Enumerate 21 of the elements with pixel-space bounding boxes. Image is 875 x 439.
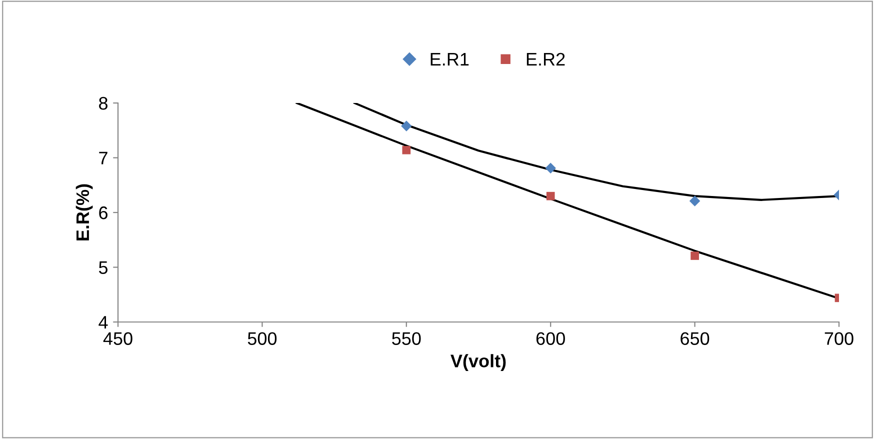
x-tick-label: 450	[103, 332, 132, 345]
point	[402, 146, 411, 154]
point	[546, 192, 555, 200]
y-tick-label: 6	[99, 206, 108, 220]
x-tick-label: 600	[536, 332, 565, 345]
legend-label: E.R1	[430, 53, 469, 66]
point	[690, 252, 699, 260]
y-tick-label: 7	[99, 152, 108, 164]
y-tick-label: 8	[99, 96, 108, 110]
x-axis-title: V(volt)	[450, 354, 506, 371]
y-axis-title: E.R(%)	[76, 184, 93, 240]
point	[545, 162, 556, 174]
y-tick-label: 4	[98, 316, 108, 329]
x-tick-label: 650	[680, 332, 710, 345]
x-tick-label: 550	[392, 332, 421, 345]
x-tick-label: 500	[248, 332, 277, 345]
legend-label: E.R2	[526, 52, 565, 66]
point	[689, 196, 700, 206]
x-tick-label: 700	[824, 332, 854, 345]
y-tick-label: 5	[98, 261, 108, 274]
point	[401, 120, 412, 132]
